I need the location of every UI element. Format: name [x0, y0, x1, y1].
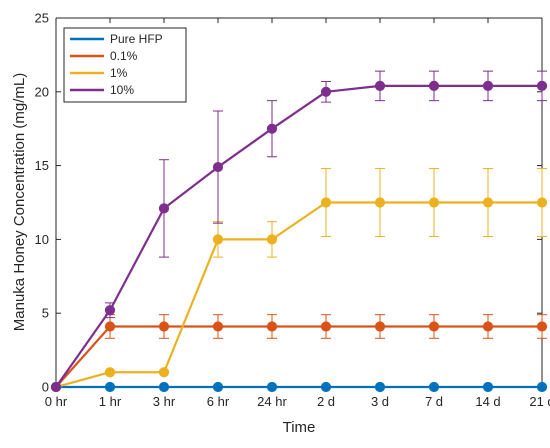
y-tick-label: 25 [35, 11, 49, 26]
x-tick-label: 14 d [475, 394, 500, 409]
legend-item: 10% [70, 83, 134, 97]
data-point [266, 381, 278, 393]
y-tick-label: 0 [42, 380, 49, 395]
data-point [266, 234, 278, 245]
data-point [212, 234, 224, 245]
legend: Pure HFP 0.1% 1% 10% [63, 27, 187, 103]
x-tick-label: 21 d [529, 394, 550, 409]
legend-label: 1% [110, 66, 128, 80]
data-point [482, 381, 494, 393]
data-point [428, 197, 440, 208]
data-point [482, 197, 494, 208]
data-point [212, 381, 224, 393]
y-tick-label: 20 [35, 84, 49, 99]
data-point [266, 321, 278, 332]
data-point [158, 203, 170, 214]
data-point [428, 80, 440, 91]
x-axis-title: Time [283, 419, 316, 436]
series-line [55, 325, 542, 388]
data-point [536, 80, 548, 91]
data-point [158, 367, 170, 378]
data-point [374, 197, 386, 208]
x-tick-label: 2 d [317, 394, 335, 409]
axes-group: 0 5 10 15 20 25 0 hr 1 hr 3 hr 6 hr 24 hr 2 d 3 d 7 d… [35, 11, 550, 410]
data-point [536, 321, 548, 332]
x-tick-label: 7 d [425, 394, 443, 409]
legend-label: 10% [110, 83, 134, 97]
y-axis-title: Manuka Honey Concentration (mg/mL) [11, 73, 28, 331]
data-point [212, 161, 224, 173]
x-tick-label: 1 hr [99, 394, 122, 409]
data-point [320, 197, 332, 208]
data-point [266, 123, 278, 134]
legend-item: Pure HFP [70, 32, 163, 46]
data-point [104, 381, 116, 393]
x-tick-label: 3 hr [153, 394, 176, 409]
y-tick-label: 10 [35, 232, 49, 247]
data-point [320, 86, 332, 97]
data-point [374, 381, 386, 393]
legend-box [63, 27, 187, 103]
data-point [536, 381, 548, 393]
data-point [428, 381, 440, 393]
series-line [55, 84, 542, 388]
data-point [482, 321, 494, 332]
legend-label: 0.1% [110, 49, 138, 63]
legend-item: 1% [70, 66, 128, 80]
data-point [158, 321, 170, 332]
series-group [50, 70, 548, 393]
legend-item: 0.1% [70, 49, 138, 63]
y-tick-label: 15 [35, 158, 49, 173]
x-tick-label: 3 d [371, 394, 389, 409]
data-point [374, 80, 386, 91]
data-point [104, 367, 116, 378]
data-point [104, 305, 116, 316]
x-tick-label: 6 hr [207, 394, 230, 409]
data-point [158, 381, 170, 393]
data-point [320, 381, 332, 393]
data-point [320, 321, 332, 332]
data-point [104, 321, 116, 332]
data-point [374, 321, 386, 332]
x-tick-label: 0 hr [45, 394, 68, 409]
y-tick-label: 5 [42, 306, 49, 321]
series-line [55, 201, 542, 389]
data-point [50, 381, 62, 393]
data-point [536, 197, 548, 208]
data-point [212, 321, 224, 332]
data-point [482, 80, 494, 91]
legend-label: Pure HFP [110, 32, 163, 46]
x-tick-label: 24 hr [257, 394, 287, 409]
series-1- [50, 168, 548, 393]
data-point [428, 321, 440, 332]
series-10- [50, 70, 548, 393]
series-pure-hfp [50, 381, 548, 393]
